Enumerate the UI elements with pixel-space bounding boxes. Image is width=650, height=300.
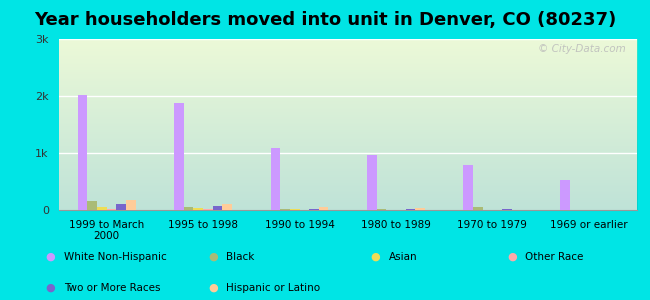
Text: ●: ●	[46, 283, 55, 293]
Text: Two or More Races: Two or More Races	[64, 283, 160, 293]
Bar	[290, 209, 300, 210]
Text: Year householders moved into unit in Denver, CO (80237): Year householders moved into unit in Den…	[34, 11, 616, 28]
Text: ●: ●	[208, 251, 218, 262]
Bar	[87, 202, 97, 210]
Bar	[309, 209, 318, 210]
Text: ●: ●	[370, 251, 380, 262]
Text: Other Race: Other Race	[525, 251, 584, 262]
Bar	[367, 155, 376, 210]
Bar	[126, 200, 136, 210]
Bar	[502, 209, 512, 210]
Text: Asian: Asian	[389, 251, 417, 262]
Bar	[560, 180, 569, 210]
Bar	[222, 204, 232, 210]
Bar	[463, 165, 473, 210]
Bar	[116, 204, 126, 210]
Bar	[406, 209, 415, 210]
Bar	[415, 208, 425, 210]
Bar	[78, 95, 87, 210]
Bar	[107, 209, 116, 210]
Bar	[97, 207, 107, 210]
Bar	[473, 207, 483, 210]
Text: Hispanic or Latino: Hispanic or Latino	[226, 283, 320, 293]
Bar	[194, 208, 203, 210]
Bar	[203, 209, 213, 210]
Text: ●: ●	[208, 283, 218, 293]
Bar	[184, 207, 194, 210]
Bar	[376, 209, 386, 210]
Bar	[280, 209, 290, 210]
Text: ●: ●	[507, 251, 517, 262]
Bar	[270, 148, 280, 210]
Text: Black: Black	[226, 251, 255, 262]
Bar	[174, 103, 184, 210]
Text: White Non-Hispanic: White Non-Hispanic	[64, 251, 166, 262]
Text: © City-Data.com: © City-Data.com	[538, 44, 625, 54]
Bar	[213, 206, 222, 210]
Bar	[318, 207, 328, 210]
Text: ●: ●	[46, 251, 55, 262]
